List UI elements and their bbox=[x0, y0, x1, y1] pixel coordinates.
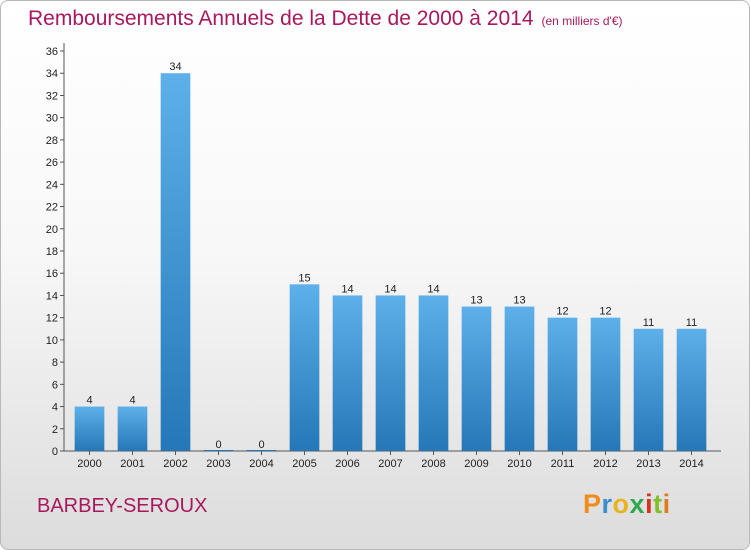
data-label-2002: 34 bbox=[169, 61, 181, 73]
data-label-2008: 14 bbox=[427, 283, 439, 295]
x-tick-label-2014: 2014 bbox=[679, 458, 703, 470]
data-label-2005: 15 bbox=[298, 272, 310, 284]
bar-chart: 0246810121416182022242628303234364200042… bbox=[46, 43, 721, 470]
y-tick-label: 18 bbox=[46, 246, 58, 258]
bar-2001 bbox=[117, 406, 148, 451]
data-label-2014: 11 bbox=[686, 317, 697, 329]
data-label-2006: 14 bbox=[341, 283, 353, 295]
bar-2014 bbox=[676, 328, 707, 451]
y-tick-label: 32 bbox=[46, 90, 58, 102]
bar-2006 bbox=[332, 295, 363, 451]
bar-2004 bbox=[246, 450, 277, 451]
bar-2000 bbox=[74, 406, 105, 451]
bar-2005 bbox=[289, 284, 320, 451]
x-tick-label-2004: 2004 bbox=[249, 458, 273, 470]
y-tick-label: 0 bbox=[52, 446, 58, 458]
place-name: BARBEY-SEROUX bbox=[37, 495, 208, 517]
x-tick-label-2002: 2002 bbox=[163, 458, 187, 470]
x-tick-label-2007: 2007 bbox=[378, 458, 402, 470]
y-tick-label: 28 bbox=[46, 135, 58, 147]
x-tick-label-2003: 2003 bbox=[206, 458, 230, 470]
bar-2011 bbox=[547, 317, 578, 451]
x-tick-label-2010: 2010 bbox=[507, 458, 531, 470]
y-tick-label: 6 bbox=[52, 379, 58, 391]
data-label-2004: 0 bbox=[258, 439, 264, 451]
logo-letter: o bbox=[612, 489, 630, 519]
bar-2002 bbox=[160, 73, 191, 451]
y-tick-label: 30 bbox=[46, 113, 58, 125]
x-tick-label-2001: 2001 bbox=[120, 458, 144, 470]
y-tick-label: 20 bbox=[46, 224, 58, 236]
x-tick-label-2011: 2011 bbox=[551, 458, 575, 470]
logo-letter: i bbox=[662, 489, 671, 519]
y-tick-label: 14 bbox=[46, 290, 58, 302]
y-tick-label: 24 bbox=[46, 179, 58, 191]
data-label-2011: 12 bbox=[556, 306, 568, 318]
data-label-2013: 11 bbox=[643, 317, 654, 329]
x-tick-label-2000: 2000 bbox=[77, 458, 101, 470]
y-tick-label: 8 bbox=[52, 357, 58, 369]
y-tick-label: 12 bbox=[46, 313, 58, 325]
bar-2008 bbox=[418, 295, 449, 451]
data-label-2010: 13 bbox=[513, 295, 525, 307]
y-tick-label: 34 bbox=[46, 68, 58, 80]
x-tick-label-2012: 2012 bbox=[593, 458, 617, 470]
logo-letter: x bbox=[629, 489, 646, 519]
y-tick-label: 4 bbox=[52, 402, 58, 414]
proxiti-logo: Proxiti bbox=[583, 489, 671, 520]
bar-2012 bbox=[590, 317, 621, 451]
bar-2003 bbox=[203, 450, 234, 451]
bar-2007 bbox=[375, 295, 406, 451]
x-tick-label-2008: 2008 bbox=[421, 458, 445, 470]
bar-2009 bbox=[461, 306, 492, 451]
x-tick-label-2013: 2013 bbox=[636, 458, 660, 470]
x-tick-label-2005: 2005 bbox=[292, 458, 316, 470]
data-label-2009: 13 bbox=[470, 295, 482, 307]
y-tick-label: 26 bbox=[46, 157, 58, 169]
y-tick-label: 22 bbox=[46, 202, 58, 214]
chart-title: Remboursements Annuels de la Dette de 20… bbox=[28, 7, 623, 31]
chart-subtitle: (en milliers d'€) bbox=[541, 14, 623, 28]
data-label-2007: 14 bbox=[384, 283, 396, 295]
y-tick-label: 2 bbox=[52, 424, 58, 436]
x-tick-label-2006: 2006 bbox=[335, 458, 359, 470]
data-label-2012: 12 bbox=[599, 306, 611, 318]
y-tick-label: 16 bbox=[46, 268, 58, 280]
x-tick-label-2009: 2009 bbox=[464, 458, 488, 470]
chart-title-text: Remboursements Annuels de la Dette de 20… bbox=[28, 7, 534, 30]
logo-letter: P bbox=[583, 489, 602, 519]
logo-letter: r bbox=[601, 489, 613, 519]
data-label-2000: 4 bbox=[86, 395, 92, 407]
data-label-2003: 0 bbox=[215, 439, 221, 451]
data-label-2001: 4 bbox=[129, 395, 135, 407]
bar-2010 bbox=[504, 306, 535, 451]
logo-letter: i bbox=[645, 489, 654, 519]
y-tick-label: 10 bbox=[46, 335, 58, 347]
y-tick-label: 36 bbox=[46, 46, 58, 58]
bar-2013 bbox=[633, 328, 664, 451]
logo-letter: t bbox=[653, 489, 663, 519]
